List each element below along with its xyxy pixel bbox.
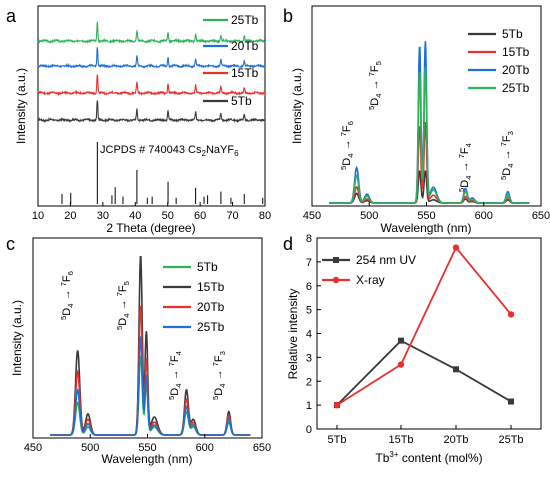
panel-c-legend-label: 15Tb bbox=[197, 280, 225, 294]
panel-d-point bbox=[398, 337, 404, 344]
panel-c-xtick-label: 550 bbox=[138, 442, 156, 454]
panel-d-series-line bbox=[336, 245, 512, 406]
panel-a: 10 20 30 40 50 60 70 80 25Tb 20Tb 15Tb 5Tb JCPDS #… bbox=[14, 5, 271, 235]
panel-a-legend-label: 15Tb bbox=[231, 66, 259, 80]
panel-d-xtick-label: 5Tb bbox=[328, 434, 347, 446]
panel-d-series-line bbox=[336, 339, 512, 406]
panel-d-point bbox=[453, 366, 459, 373]
panel-d-xtick-label: 15Tb bbox=[388, 434, 413, 446]
panel-c-legend-label: 20Tb bbox=[197, 300, 225, 314]
transition-label: 5D4 → 7F6 bbox=[59, 271, 75, 320]
panel-b-ylabel: Intensity (a.u.) bbox=[290, 68, 304, 144]
panel-c-legend-label: 5Tb bbox=[197, 260, 218, 274]
panel-letter-b: b bbox=[283, 6, 293, 26]
xrd-pattern-line bbox=[37, 100, 266, 124]
panel-b-spectrum-line bbox=[329, 67, 530, 204]
transition-label: 5D4 → 7F6 bbox=[339, 121, 355, 170]
panel-d-legend-label: X-ray bbox=[356, 273, 385, 287]
panel-b-xtick-label: 600 bbox=[475, 210, 493, 222]
panel-b: 450 500 550 600 650 5Tb 15Tb 20Tb 25Tb Waveleng… bbox=[290, 5, 550, 235]
panel-letter-c: c bbox=[6, 234, 15, 254]
transition-label: 5D4 → 7F3 bbox=[211, 351, 227, 400]
panel-a-xtick-label: 10 bbox=[32, 210, 44, 222]
panel-c-legend-label: 25Tb bbox=[197, 320, 225, 334]
panel-b-xtick-label: 550 bbox=[417, 210, 435, 222]
panel-c: 450 500 550 600 650 5Tb 15Tb 20Tb 25Tb Waveleng… bbox=[10, 237, 271, 466]
panel-b-xlabel: Wavelength (nm) bbox=[381, 221, 472, 235]
panel-c-xtick-label: 500 bbox=[81, 442, 99, 454]
panel-d-ytick-label: 5 bbox=[306, 305, 312, 317]
panel-d-point bbox=[397, 361, 405, 368]
panel-d-xtick-label: 25Tb bbox=[498, 434, 523, 446]
panel-b-xtick-label: 650 bbox=[532, 210, 550, 222]
transition-label: 5D4 → 7F3 bbox=[499, 131, 515, 180]
panel-d-point bbox=[507, 311, 515, 318]
panel-a-xtick-label: 50 bbox=[162, 210, 174, 222]
panel-d-ytick-label: 3 bbox=[306, 352, 312, 364]
xrd-pattern-line bbox=[37, 21, 266, 45]
reference-label: JCPDS # 740043 Cs2NaYF6 bbox=[100, 144, 239, 158]
panel-d-ytick-label: 7 bbox=[306, 257, 312, 269]
panel-c-xtick-label: 600 bbox=[196, 442, 214, 454]
panel-b-legend-label: 5Tb bbox=[502, 27, 523, 41]
panel-a-xtick-label: 70 bbox=[226, 210, 238, 222]
xrd-pattern-line bbox=[37, 47, 266, 69]
panel-letter-d: d bbox=[283, 234, 293, 254]
panel-c-xtick-label: 450 bbox=[24, 442, 42, 454]
panel-letter-a: a bbox=[6, 6, 17, 26]
panel-d-point bbox=[508, 398, 514, 405]
panel-d-ytick-label: 2 bbox=[306, 376, 312, 388]
panel-d-ytick-label: 6 bbox=[306, 281, 312, 293]
transition-label: 5D4 → 7F5 bbox=[367, 61, 383, 110]
panel-a-xtick-label: 60 bbox=[194, 210, 206, 222]
panel-d-ylabel: Relative intensity bbox=[286, 289, 300, 380]
transition-label: 5D4 → 7F4 bbox=[457, 142, 473, 192]
panel-d-point bbox=[333, 401, 341, 409]
panel-c-ylabel: Intensity (a.u.) bbox=[10, 300, 24, 376]
panel-d-ytick-label: 1 bbox=[306, 400, 312, 412]
panel-d-xlabel: Tb3+ content (mol%) bbox=[375, 450, 482, 465]
transition-label: 5D4 → 7F5 bbox=[115, 281, 131, 330]
panel-b-legend-label: 15Tb bbox=[502, 45, 530, 59]
panel-d-legend-label: 254 nm UV bbox=[356, 253, 416, 267]
panel-c-xlabel: Wavelength (nm) bbox=[102, 452, 193, 466]
xrd-pattern-line bbox=[37, 74, 266, 97]
panel-d-legend-marker bbox=[332, 276, 340, 284]
panel-d-ytick-label: 0 bbox=[306, 424, 312, 436]
panel-d-xtick-label: 20Tb bbox=[443, 434, 468, 446]
panel-c-spectrum-line bbox=[50, 336, 251, 436]
panel-a-xtick-label: 40 bbox=[129, 210, 141, 222]
transition-annotations: 5D4 → 7F6 5D4 → 7F5 5D4 → 7F4 5D4 → 7F3 5D4 … bbox=[59, 61, 515, 400]
panel-a-xtick-label: 80 bbox=[259, 210, 271, 222]
panel-d-legend-marker bbox=[333, 257, 339, 263]
panel-a-xlabel: 2 Theta (degree) bbox=[106, 221, 195, 235]
panel-a-legend-label: 5Tb bbox=[231, 94, 252, 108]
panel-a-ylabel: Intensity (a.u.) bbox=[14, 68, 28, 144]
panel-a-legend-label: 25Tb bbox=[231, 13, 259, 27]
panel-b-xtick-label: 500 bbox=[360, 210, 378, 222]
panel-a-frame bbox=[37, 5, 266, 207]
panel-d-point bbox=[452, 244, 460, 251]
panel-d-ytick-label: 8 bbox=[306, 233, 312, 245]
panel-d-ytick-label: 4 bbox=[306, 329, 312, 341]
transition-label: 5D4 → 7F4 bbox=[167, 350, 183, 400]
panel-b-legend-label: 20Tb bbox=[502, 63, 530, 77]
panel-c-xtick-label: 650 bbox=[253, 442, 271, 454]
panel-a-legend-label: 20Tb bbox=[231, 39, 259, 53]
panel-b-xtick-label: 450 bbox=[303, 210, 321, 222]
panel-a-xtick-label: 30 bbox=[97, 210, 109, 222]
panel-b-legend-label: 25Tb bbox=[502, 81, 530, 95]
panel-a-xtick-label: 20 bbox=[64, 210, 76, 222]
